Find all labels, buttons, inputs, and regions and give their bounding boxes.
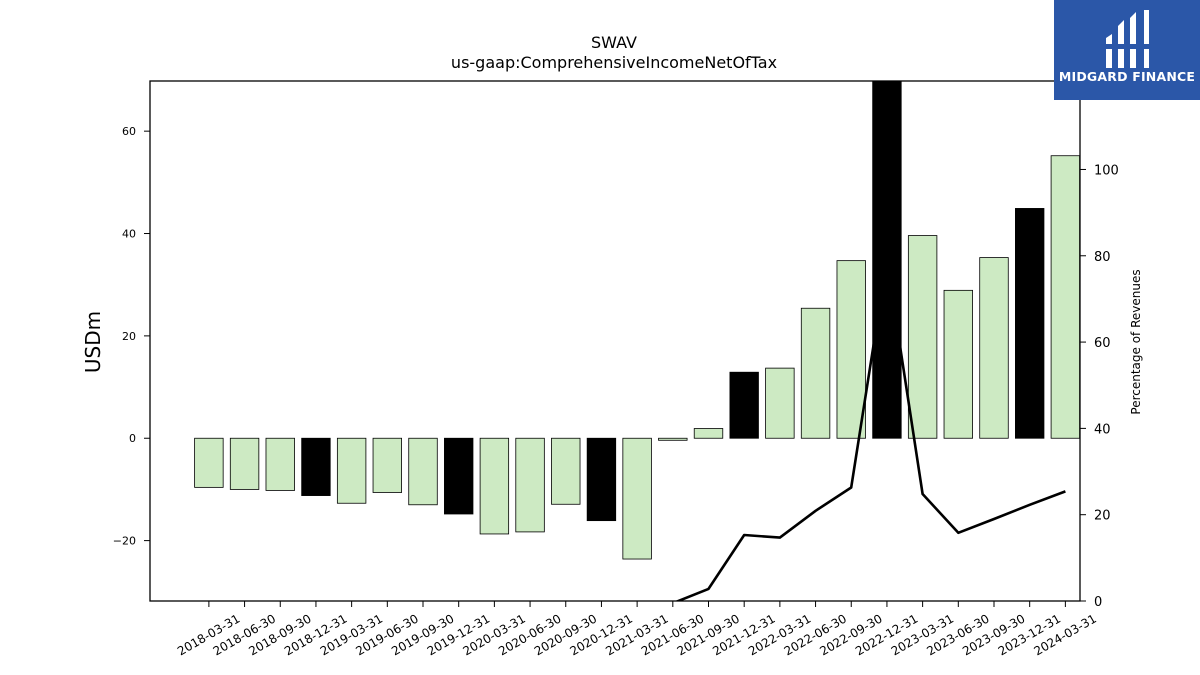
chart-title: SWAV — [591, 33, 637, 52]
bar-2020-03-31 — [479, 437, 510, 535]
bar-2018-09-30 — [265, 437, 295, 491]
y2-tick-label: 0 — [1094, 595, 1102, 610]
plot-area: −2002040600204060801002018-03-312018-06-… — [81, 33, 1143, 658]
bar-2019-09-30 — [408, 437, 438, 506]
y2-tick-label: 100 — [1094, 163, 1119, 178]
y-tick-label: 20 — [122, 330, 136, 343]
bar-2018-06-30 — [229, 437, 260, 490]
bar-2022-12-31 — [872, 81, 902, 439]
bar-2023-03-31 — [907, 235, 938, 439]
logo-text: MIDGARD FINANCE — [1058, 69, 1196, 84]
bar-2023-12-31 — [1015, 208, 1045, 439]
y-tick-label: −20 — [113, 535, 136, 548]
bar-2020-12-31 — [586, 437, 617, 522]
bar-2020-06-30 — [515, 437, 545, 533]
bar-2022-06-30 — [800, 307, 831, 439]
y2-tick-label: 20 — [1094, 509, 1111, 524]
plot-clip-group — [194, 81, 1080, 601]
bar-2021-09-30 — [693, 428, 724, 439]
bar-2019-06-30 — [372, 437, 402, 493]
bar-2019-03-31 — [336, 437, 367, 504]
bar-2022-03-31 — [765, 367, 795, 439]
y-axis-label: USDm — [81, 311, 105, 373]
bar-2018-12-31 — [301, 437, 331, 496]
bar-2022-09-30 — [836, 260, 866, 439]
y2-tick-label: 40 — [1094, 422, 1111, 437]
y-tick-label: 40 — [122, 228, 136, 241]
chart-subtitle: us-gaap:ComprehensiveIncomeNetOfTax — [451, 53, 777, 72]
plot-frame — [149, 80, 1081, 602]
bar-2019-12-31 — [444, 437, 474, 515]
line-percentage-of-revenues — [674, 258, 1066, 601]
y-tick-label: 0 — [129, 432, 136, 445]
midgard-finance-logo: MIDGARD FINANCE — [1054, 0, 1200, 100]
bar-2023-09-30 — [979, 257, 1009, 439]
bar-2021-06-30 — [658, 437, 688, 441]
y2-tick-label: 60 — [1094, 336, 1111, 351]
y2-axis-label: Percentage of Revenues — [1129, 269, 1143, 414]
y2-tick-label: 80 — [1094, 250, 1111, 265]
bar-2020-09-30 — [551, 437, 581, 505]
bar-2021-03-31 — [622, 437, 652, 560]
bar-2024-03-31 — [1050, 155, 1080, 439]
bar-2023-06-30 — [943, 289, 973, 439]
logo-mark-icon — [1104, 10, 1152, 68]
y-tick-label: 60 — [122, 125, 136, 138]
bar-2018-03-31 — [194, 437, 224, 488]
bar-2021-12-31 — [729, 371, 759, 439]
